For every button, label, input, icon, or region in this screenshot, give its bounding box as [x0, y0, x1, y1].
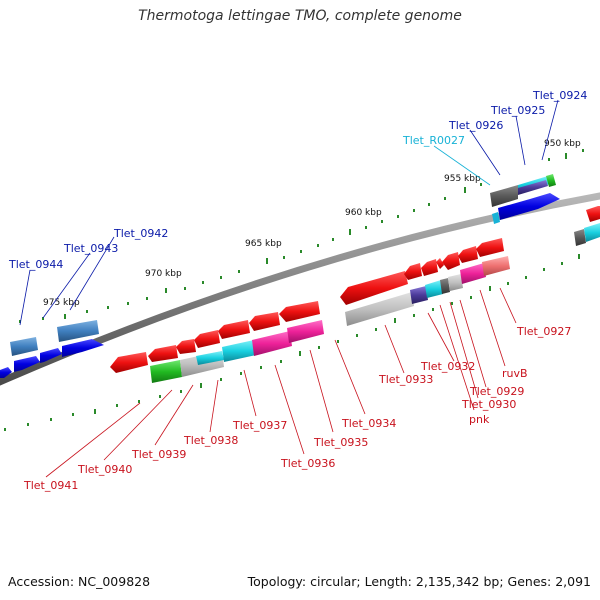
label-tlet-0944: Tlet_0944 [8, 258, 63, 271]
gene-small-red-1[interactable] [436, 258, 444, 269]
label-tlet-0926: Tlet_0926 [448, 119, 503, 132]
gene-tlet-0937-arrow[interactable] [218, 320, 250, 339]
gene-far-right-red[interactable] [586, 206, 600, 222]
forward-genes-left [0, 206, 600, 378]
gene-tlet-0935-arrow[interactable] [279, 301, 320, 322]
label-tlet-0940: Tlet_0940 [77, 463, 132, 476]
scale-label-965: 965 kbp [245, 239, 282, 249]
gene-blue-arrow-4[interactable] [62, 339, 104, 357]
gene-ruvB-arrow[interactable] [476, 238, 504, 257]
feature-grey-bar-2[interactable] [345, 292, 414, 326]
gene-blue-arrow-3[interactable] [40, 348, 62, 363]
label-pnk: pnk [469, 413, 490, 426]
label-tlet-r0027: Tlet_R0027 [402, 134, 465, 147]
map-title: Thermotoga lettingae TMO, complete genom… [138, 8, 462, 24]
feature-cyan-bar-2[interactable] [222, 340, 256, 362]
gene-tlet-0932-arrow[interactable] [421, 259, 438, 276]
label-tlet-0942: Tlet_0942 [113, 227, 168, 240]
scale-label-950: 950 kbp [544, 139, 581, 149]
feature-grey-bar-3[interactable] [448, 274, 463, 291]
gene-pnk-arrow[interactable] [442, 252, 460, 270]
feature-green-bar[interactable] [150, 360, 182, 383]
gene-tlet-0941-arrow[interactable] [110, 352, 148, 373]
label-tlet-0927: Tlet_0927 [516, 325, 571, 338]
label-tlet-0933: Tlet_0933 [378, 373, 433, 386]
gene-tlet-0938-arrow[interactable] [194, 330, 220, 348]
reverse-leader-lines [45, 287, 517, 478]
forward-leader-lines [19, 99, 559, 326]
label-tlet-0930: Tlet_0930 [461, 398, 516, 411]
scale-label-955: 955 kbp [444, 174, 481, 184]
feature-salmon-bar[interactable] [482, 256, 510, 276]
label-tlet-0939: Tlet_0939 [131, 448, 186, 461]
gene-far-right-grey[interactable] [574, 229, 586, 246]
gene-blue-arrow-2[interactable] [14, 356, 40, 372]
label-ruvB: ruvB [502, 367, 528, 380]
gene-tlet-0934-arrow[interactable] [340, 271, 408, 305]
scale-label-975: 975 kbp [43, 298, 80, 308]
reverse-genes-red [110, 238, 504, 373]
gene-tlet-0930-arrow[interactable] [458, 246, 478, 263]
label-tlet-0943: Tlet_0943 [63, 242, 118, 255]
gene-tlet-0926-arrow[interactable] [498, 193, 560, 220]
label-tlet-0925: Tlet_0925 [490, 104, 545, 117]
feature-cyan-bar-1[interactable] [196, 351, 224, 365]
gene-tlet-0925-bar[interactable] [490, 185, 518, 207]
label-tlet-0937: Tlet_0937 [232, 419, 287, 432]
inner-scale-ring [4, 254, 580, 431]
gene-tlet-0939-arrow[interactable] [176, 339, 196, 354]
label-tlet-0924: Tlet_0924 [532, 89, 587, 102]
forward-genes-right [490, 174, 560, 224]
feature-pink-bar-2[interactable] [287, 320, 324, 343]
label-tlet-0929: Tlet_0929 [469, 385, 524, 398]
label-tlet-0934: Tlet_0934 [341, 417, 396, 430]
gene-purple-bar[interactable] [518, 180, 548, 195]
feature-pink-bar-3[interactable] [460, 263, 486, 284]
label-tlet-0935: Tlet_0935 [313, 436, 368, 449]
scale-label-970: 970 kbp [145, 269, 182, 279]
gene-tlet-0944-box[interactable] [10, 337, 38, 356]
feature-pink-bar-1[interactable] [252, 331, 292, 356]
genome-summary-text: Topology: circular; Length: 2,135,342 bp… [247, 574, 591, 589]
scale-label-960: 960 kbp [345, 208, 382, 218]
label-tlet-0938: Tlet_0938 [183, 434, 238, 447]
feature-purple-bar[interactable] [410, 286, 428, 304]
label-tlet-0932: Tlet_0932 [420, 360, 475, 373]
gene-tlet-0933-arrow[interactable] [404, 263, 422, 280]
outer-scale-ring [19, 149, 584, 323]
gene-tlet-0940-arrow[interactable] [148, 345, 178, 362]
feature-dgrey-bar[interactable] [440, 278, 450, 294]
label-tlet-0936: Tlet_0936 [280, 457, 335, 470]
gene-tlet-0936-arrow[interactable] [249, 312, 280, 331]
gene-tlet-0927-region-r0027[interactable] [492, 212, 500, 224]
gene-green-bar[interactable] [546, 174, 556, 187]
accession-text: Accession: NC_009828 [8, 574, 151, 589]
gene-far-right-cyan[interactable] [584, 223, 600, 242]
reverse-feature-bars [150, 256, 510, 383]
gene-tlet-0943-box[interactable] [57, 320, 99, 342]
feature-cyan-bar-3[interactable] [425, 280, 443, 298]
rna-leader-line [433, 145, 491, 186]
label-tlet-0941: Tlet_0941 [23, 479, 78, 492]
gene-blue-arrow-1[interactable] [0, 367, 12, 378]
